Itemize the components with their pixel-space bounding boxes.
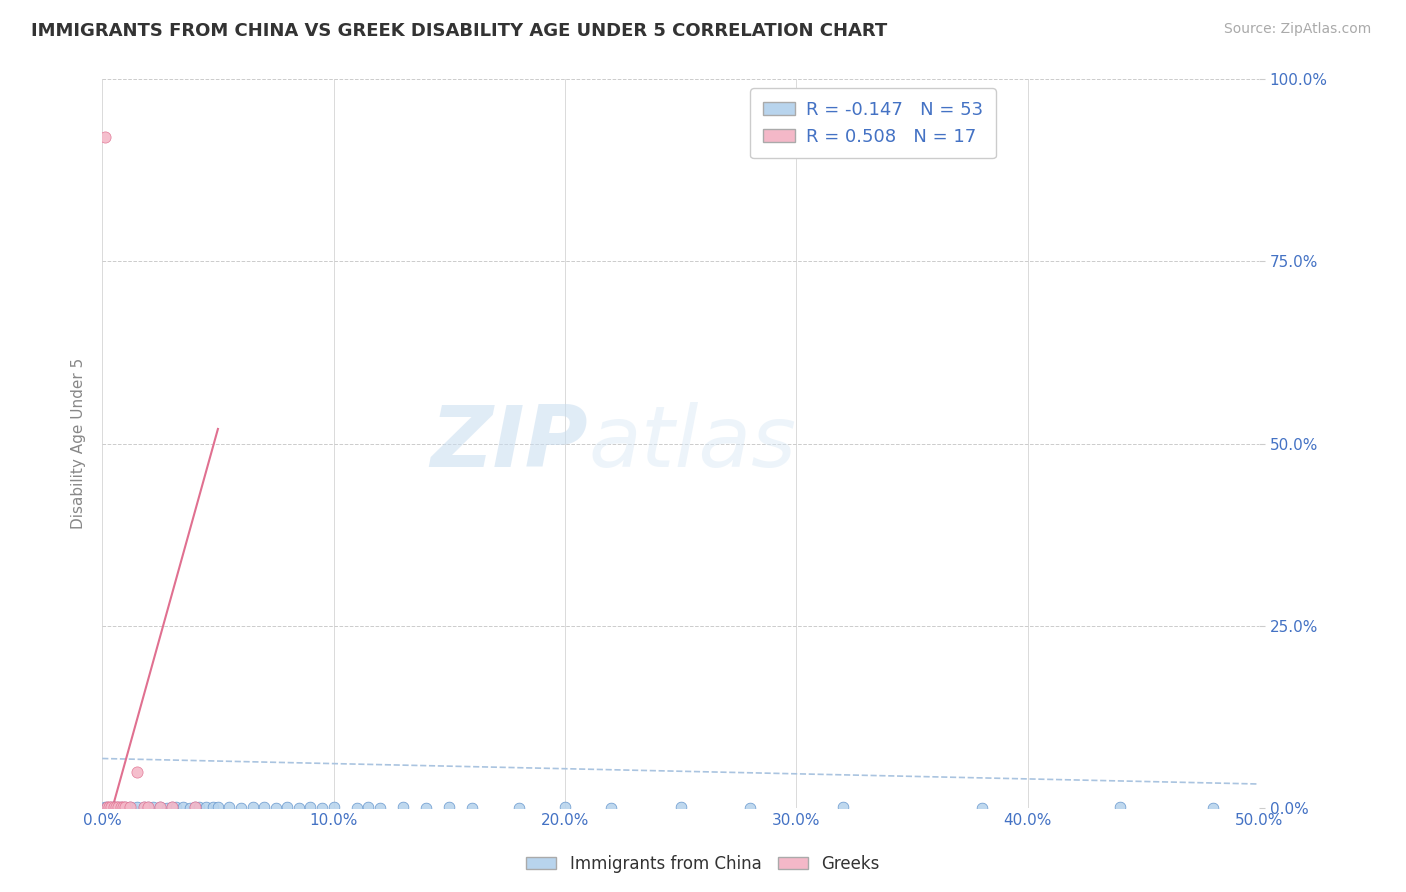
Point: [415, 801, 437, 815]
Point: [110, 800, 132, 814]
Point: [253, 800, 276, 814]
Legend: Immigrants from China, Greeks: Immigrants from China, Greeks: [520, 848, 886, 880]
Point: [554, 800, 576, 814]
Point: [114, 800, 136, 814]
Point: [188, 800, 211, 814]
Point: [461, 801, 484, 815]
Point: [110, 800, 132, 814]
Point: [1202, 801, 1225, 815]
Point: [229, 801, 252, 815]
Point: [160, 800, 183, 814]
Point: [276, 800, 298, 814]
Point: [100, 800, 122, 814]
Point: [118, 800, 141, 814]
Point: [149, 800, 172, 814]
Text: atlas: atlas: [588, 402, 796, 485]
Point: [112, 801, 135, 815]
Point: [439, 800, 461, 814]
Point: [600, 801, 623, 815]
Point: [138, 800, 160, 814]
Point: [346, 801, 368, 815]
Point: [392, 800, 415, 814]
Point: [132, 800, 155, 814]
Point: [142, 800, 165, 814]
Point: [184, 800, 207, 814]
Point: [322, 800, 344, 814]
Point: [831, 800, 853, 814]
Point: [368, 801, 391, 815]
Legend: R = -0.147   N = 53, R = 0.508   N = 17: R = -0.147 N = 53, R = 0.508 N = 17: [749, 88, 995, 158]
Point: [107, 800, 129, 814]
Text: Source: ZipAtlas.com: Source: ZipAtlas.com: [1223, 22, 1371, 37]
Point: [96, 800, 118, 814]
Point: [156, 801, 179, 815]
Point: [669, 800, 692, 814]
Point: [1109, 800, 1132, 814]
Point: [202, 799, 225, 814]
Point: [107, 800, 129, 814]
Point: [288, 801, 311, 815]
Point: [103, 800, 125, 814]
Point: [98, 800, 121, 814]
Point: [125, 800, 148, 814]
Y-axis label: Disability Age Under 5: Disability Age Under 5: [72, 358, 86, 529]
Point: [508, 801, 530, 815]
Point: [740, 801, 762, 815]
Point: [100, 800, 122, 814]
Point: [160, 799, 183, 814]
Text: IMMIGRANTS FROM CHINA VS GREEK DISABILITY AGE UNDER 5 CORRELATION CHART: IMMIGRANTS FROM CHINA VS GREEK DISABILIT…: [31, 22, 887, 40]
Point: [96, 800, 118, 814]
Point: [112, 800, 135, 814]
Point: [138, 799, 160, 814]
Point: [93, 130, 115, 145]
Point: [105, 800, 128, 814]
Point: [132, 800, 155, 814]
Point: [311, 801, 333, 815]
Point: [105, 801, 128, 815]
Point: [118, 800, 141, 814]
Point: [93, 800, 115, 814]
Point: [242, 800, 264, 814]
Point: [98, 801, 121, 815]
Point: [218, 800, 240, 814]
Point: [357, 800, 380, 814]
Point: [125, 764, 148, 779]
Point: [149, 800, 172, 814]
Point: [195, 800, 218, 814]
Point: [179, 801, 201, 815]
Point: [970, 801, 993, 815]
Point: [103, 800, 125, 814]
Point: [165, 800, 187, 814]
Point: [184, 800, 207, 814]
Text: ZIP: ZIP: [430, 402, 588, 485]
Point: [114, 799, 136, 814]
Point: [264, 801, 287, 815]
Point: [172, 800, 194, 814]
Point: [207, 800, 229, 814]
Point: [121, 801, 143, 815]
Point: [299, 800, 322, 814]
